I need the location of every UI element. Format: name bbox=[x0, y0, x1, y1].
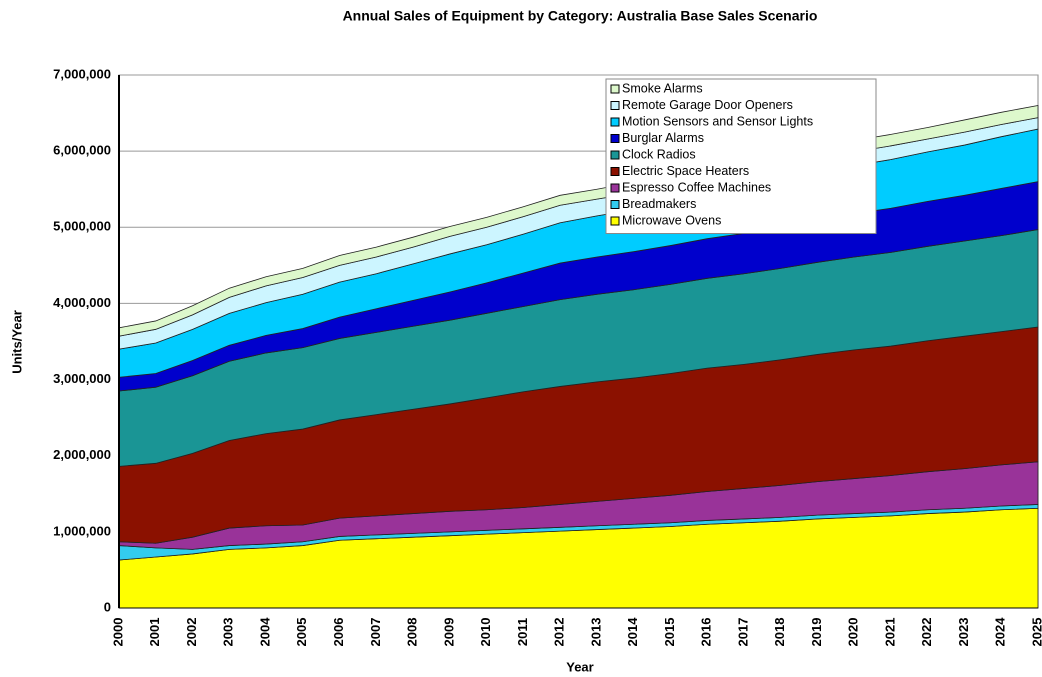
y-tick-label: 3,000,000 bbox=[53, 371, 111, 386]
legend-swatch bbox=[610, 167, 620, 176]
x-tick-label: 2006 bbox=[331, 618, 346, 647]
x-tick-label: 2024 bbox=[993, 617, 1008, 647]
x-tick-label: 2005 bbox=[294, 618, 309, 647]
legend-label: Clock Radios bbox=[622, 147, 696, 161]
legend-label: Smoke Alarms bbox=[622, 81, 703, 95]
legend-swatch bbox=[610, 84, 620, 94]
x-tick-label: 2021 bbox=[882, 618, 897, 647]
legend-swatch bbox=[610, 183, 620, 193]
x-tick-label: 2002 bbox=[184, 618, 199, 647]
x-tick-label: 2025 bbox=[1029, 618, 1042, 647]
y-tick-label: 2,000,000 bbox=[53, 447, 111, 462]
x-tick-label: 2019 bbox=[809, 618, 824, 647]
y-tick-label: 5,000,000 bbox=[53, 219, 111, 234]
y-tick-label: 4,000,000 bbox=[53, 295, 111, 310]
x-tick-label: 2009 bbox=[441, 618, 456, 647]
x-tick-label: 2015 bbox=[662, 618, 677, 647]
legend-label: Remote Garage Door Openers bbox=[622, 98, 793, 112]
x-tick-label: 2008 bbox=[405, 618, 420, 647]
x-tick-label: 2014 bbox=[625, 617, 640, 647]
legend-swatch bbox=[610, 101, 620, 110]
x-axis-title: Year bbox=[566, 659, 593, 674]
legend-label: Espresso Coffee Machines bbox=[622, 180, 771, 194]
y-tick-label: 1,000,000 bbox=[53, 523, 111, 538]
legend-label: Burglar Alarms bbox=[622, 131, 704, 145]
legend-swatch bbox=[610, 200, 620, 209]
x-tick-label: 2004 bbox=[257, 617, 272, 647]
legend-label: Motion Sensors and Sensor Lights bbox=[622, 114, 813, 128]
x-tick-label: 2012 bbox=[552, 618, 567, 647]
legend-swatch bbox=[610, 117, 620, 127]
x-tick-label: 2022 bbox=[919, 618, 934, 647]
x-tick-label: 2000 bbox=[110, 618, 125, 647]
area bbox=[118, 104, 1039, 337]
legend-swatch bbox=[610, 216, 620, 226]
x-tick-label: 2023 bbox=[956, 618, 971, 647]
x-tick-label: 2011 bbox=[515, 618, 530, 646]
x-tick-label: 2020 bbox=[846, 618, 861, 647]
x-tick-label: 2018 bbox=[772, 618, 787, 647]
x-tick-label: 2013 bbox=[588, 618, 603, 647]
x-tick-label: 2016 bbox=[699, 618, 714, 647]
y-axis-title: Units/Year bbox=[9, 310, 24, 374]
legend-swatch bbox=[610, 150, 620, 160]
legend-label: Electric Space Heaters bbox=[622, 164, 749, 178]
legend-label: Microwave Ovens bbox=[622, 213, 721, 227]
x-tick-label: 2010 bbox=[478, 618, 493, 647]
legend-swatch bbox=[610, 134, 620, 143]
x-tick-label: 2003 bbox=[221, 618, 236, 647]
y-tick-label: 0 bbox=[104, 599, 111, 614]
x-tick-label: 2007 bbox=[368, 618, 383, 647]
y-tick-label: 7,000,000 bbox=[53, 66, 111, 81]
chart-title: Annual Sales of Equipment by Category: A… bbox=[343, 8, 818, 24]
x-tick-label: 2017 bbox=[735, 618, 750, 647]
y-tick-label: 6,000,000 bbox=[53, 143, 111, 158]
legend-label: Breadmakers bbox=[622, 197, 696, 211]
x-tick-label: 2001 bbox=[147, 618, 162, 647]
legend-box bbox=[605, 78, 877, 234]
